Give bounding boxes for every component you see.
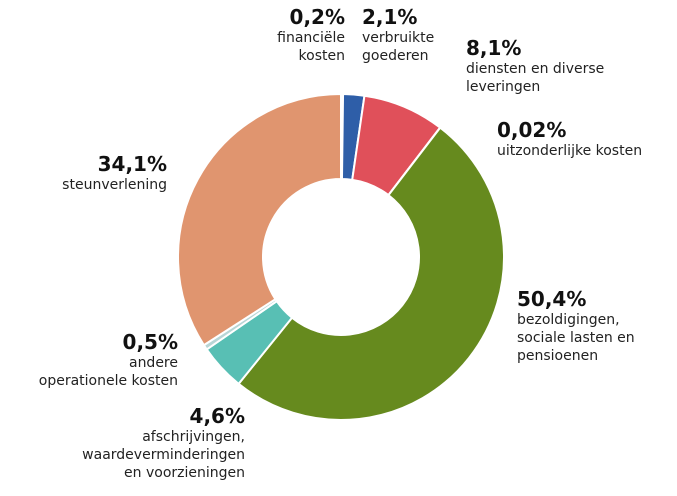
slice-label: 34,1% steunverlening	[62, 152, 167, 194]
slice-label: 0,2% financiële kosten	[277, 5, 345, 65]
value-label: 50,4%	[517, 287, 587, 311]
value-label: 8,1%	[466, 36, 522, 60]
slice-label: 2,1% verbruikte goederen	[362, 5, 434, 65]
slice-label: 0,5% andere operationele kosten	[39, 330, 178, 390]
category-label: financiële kosten	[277, 30, 345, 64]
category-label: steunverlening	[62, 177, 167, 193]
donut-slice	[177, 92, 342, 347]
category-label: verbruikte goederen	[362, 30, 435, 64]
value-label: 34,1%	[97, 152, 167, 176]
category-label: diensten en diverse leveringen	[466, 61, 605, 95]
value-label: 0,02%	[497, 118, 567, 142]
slice-label: 0,02% uitzonderlijke kosten	[497, 118, 642, 160]
value-label: 0,5%	[122, 330, 178, 354]
category-label: uitzonderlijke kosten	[497, 143, 643, 159]
value-label: 0,2%	[289, 5, 345, 29]
slice-label: 50,4% bezoldigingen, sociale lasten en pe…	[517, 287, 635, 365]
category-label: bezoldigingen, sociale lasten en pensioe…	[517, 312, 635, 364]
category-label: afschrijvingen, waardeverminderingen en …	[82, 429, 245, 481]
donut-slice	[237, 126, 505, 421]
slice-label: 8,1% diensten en diverse leveringen	[466, 36, 604, 96]
category-label: andere operationele kosten	[38, 355, 178, 389]
slice-label: 4,6% afschrijvingen, waardeverminderingen…	[82, 404, 245, 482]
value-label: 2,1%	[362, 5, 418, 29]
value-label: 4,6%	[189, 404, 245, 428]
